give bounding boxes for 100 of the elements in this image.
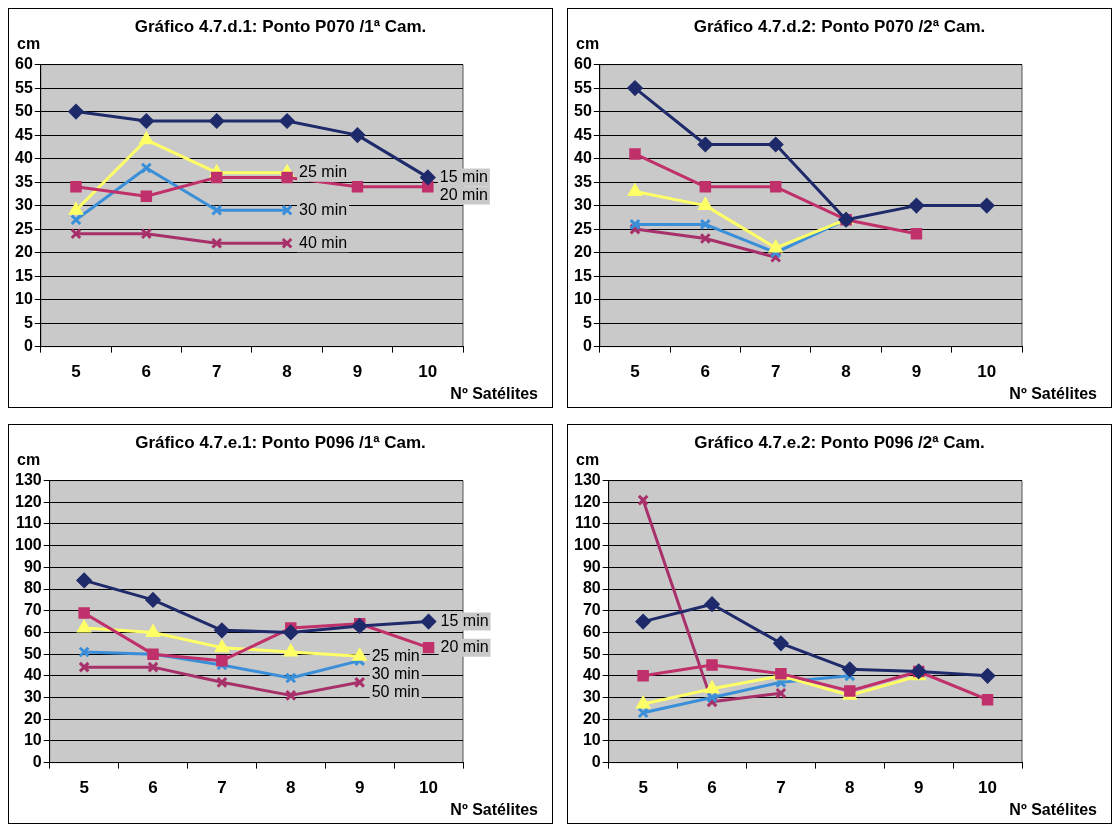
y-tick-label: 25 (15, 219, 33, 237)
chart-title: Gráfico 4.7.d.1: Ponto P070 /1ª Cam. (134, 17, 427, 36)
x-tick-label: 5 (79, 778, 89, 798)
y-tick-label: 35 (15, 172, 33, 190)
x-tick-label: 7 (217, 778, 227, 798)
y-tick-label: 100 (573, 536, 601, 554)
y-tick-label: 120 (573, 492, 601, 510)
x-tick-label: 7 (776, 778, 786, 798)
y-axis-title: cm (576, 451, 600, 469)
x-tick-label: 9 (352, 362, 363, 382)
y-tick-label: 130 (14, 471, 42, 489)
y-axis-title: cm (17, 451, 41, 469)
y-tick-label: 15 (15, 266, 33, 284)
x-tick-label: 9 (911, 362, 922, 382)
y-tick-label: 10 (574, 290, 592, 308)
series-label: 20 min (439, 185, 488, 203)
series-label: 15 min (439, 167, 488, 185)
y-tick-label: 80 (582, 579, 601, 597)
x-tick-label: 10 (418, 362, 438, 382)
y-tick-label: 60 (582, 622, 601, 640)
x-tick-label: 6 (141, 362, 152, 382)
series-label: 30 min (299, 200, 348, 218)
x-tick-label: 6 (707, 778, 717, 798)
y-tick-label: 50 (15, 102, 33, 120)
series-label: 50 min (371, 682, 420, 700)
x-tick-label: 7 (211, 362, 222, 382)
x-tick-label: 9 (354, 778, 365, 798)
y-axis-title: cm (17, 35, 41, 53)
x-tick-label: 10 (419, 778, 439, 798)
y-tick-label: 0 (582, 337, 592, 355)
y-tick-label: 30 (23, 687, 42, 705)
x-tick-label: 5 (638, 778, 648, 798)
y-tick-label: 40 (574, 149, 592, 167)
y-axis-title: cm (576, 35, 600, 53)
y-tick-label: 35 (574, 172, 592, 190)
y-tick-label: 20 (574, 243, 592, 261)
y-tick-label: 5 (23, 313, 33, 331)
y-tick-label: 110 (15, 514, 42, 532)
series-label: 25 min (371, 646, 420, 664)
y-tick-label: 10 (23, 731, 42, 749)
y-tick-label: 70 (582, 601, 601, 619)
x-tick-label: 8 (841, 362, 851, 382)
y-tick-label: 80 (23, 579, 42, 597)
x-axis-title: Nº Satélites (1009, 385, 1097, 403)
series-label: 40 min (299, 233, 348, 251)
chart-title: Gráfico 4.7.e.1: Ponto P096 /1ª Cam. (135, 433, 426, 452)
y-tick-label: 60 (574, 55, 592, 73)
y-tick-label: 30 (582, 687, 601, 705)
series-label: 30 min (371, 664, 420, 682)
chart-title: Gráfico 4.7.d.2: Ponto P070 /2ª Cam. (693, 17, 986, 36)
x-tick-label: 5 (71, 362, 81, 382)
y-tick-label: 0 (32, 753, 42, 771)
y-tick-label: 10 (582, 731, 601, 749)
y-tick-label: 20 (582, 709, 601, 727)
x-tick-label: 8 (845, 778, 855, 798)
y-tick-label: 0 (23, 337, 33, 355)
series-label: 25 min (299, 163, 348, 181)
y-tick-label: 100 (14, 536, 42, 554)
x-tick-label: 6 (148, 778, 158, 798)
y-tick-label: 5 (582, 313, 592, 331)
x-axis-title: Nº Satélites (1009, 801, 1097, 819)
y-tick-label: 0 (591, 753, 601, 771)
y-tick-label: 30 (15, 196, 33, 214)
y-tick-label: 130 (573, 471, 601, 489)
y-tick-label: 50 (23, 644, 42, 662)
x-tick-label: 8 (282, 362, 292, 382)
x-tick-label: 10 (978, 778, 998, 798)
y-tick-label: 110 (574, 514, 601, 532)
y-tick-label: 40 (15, 149, 33, 167)
x-tick-label: 5 (630, 362, 640, 382)
y-tick-label: 30 (574, 196, 592, 214)
y-tick-label: 40 (582, 666, 601, 684)
y-tick-label: 55 (15, 78, 33, 96)
y-tick-label: 25 (574, 219, 592, 237)
y-tick-label: 60 (23, 622, 42, 640)
y-tick-label: 50 (574, 102, 592, 120)
y-tick-label: 90 (582, 557, 601, 575)
x-tick-label: 7 (770, 362, 781, 382)
y-tick-label: 10 (15, 290, 33, 308)
y-tick-label: 45 (574, 125, 592, 143)
y-tick-label: 120 (14, 492, 42, 510)
x-tick-label: 8 (286, 778, 296, 798)
y-tick-label: 40 (23, 666, 42, 684)
y-tick-label: 50 (582, 644, 601, 662)
y-tick-label: 55 (574, 78, 592, 96)
x-tick-label: 6 (700, 362, 711, 382)
y-tick-label: 45 (15, 125, 33, 143)
y-tick-label: 20 (23, 709, 42, 727)
x-axis-title: Nº Satélites (450, 385, 538, 403)
y-tick-label: 15 (574, 266, 592, 284)
y-tick-label: 20 (15, 243, 33, 261)
y-tick-label: 90 (23, 557, 42, 575)
x-axis-title: Nº Satélites (450, 801, 538, 819)
y-tick-label: 60 (15, 55, 33, 73)
series-label: 15 min (440, 612, 489, 630)
x-tick-label: 10 (977, 362, 997, 382)
chart-title: Gráfico 4.7.e.2: Ponto P096 /2ª Cam. (694, 433, 985, 452)
series-label: 20 min (440, 638, 489, 656)
y-tick-label: 70 (23, 601, 42, 619)
x-tick-label: 9 (913, 778, 924, 798)
